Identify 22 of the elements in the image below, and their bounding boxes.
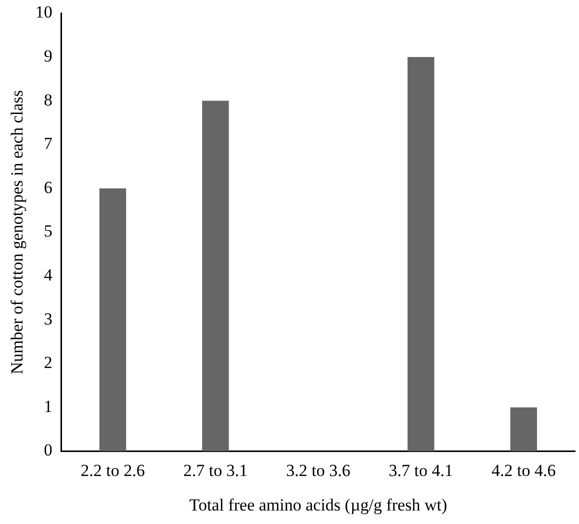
y-tick-label: 7 [44, 134, 53, 154]
y-tick-label: 1 [44, 396, 52, 416]
x-axis-title: Total free amino acids (µg/g fresh wt) [189, 495, 448, 514]
y-tick-label: 5 [44, 222, 52, 241]
y-tick-label: 10 [35, 2, 52, 22]
y-axis-title: Number of cotton genotypes in each class [8, 90, 27, 374]
y-tick-label: 0 [44, 440, 52, 460]
x-tick-label: 4.2 to 4.6 [492, 460, 556, 480]
y-tick-label: 4 [44, 265, 53, 284]
x-tick-label: 2.7 to 3.1 [183, 460, 248, 480]
y-tick-label: 2 [44, 353, 52, 372]
y-tick-label: 8 [44, 90, 52, 110]
bar [510, 407, 537, 452]
y-tick-label: 6 [44, 178, 52, 197]
y-tick-label: 3 [44, 309, 52, 328]
bar [99, 188, 126, 452]
bar [408, 57, 434, 452]
x-tick-label: 3.2 to 3.6 [286, 460, 350, 480]
bar [202, 100, 229, 452]
x-tick-label: 3.7 to 4.1 [388, 460, 454, 480]
y-tick-label: 9 [44, 46, 52, 66]
x-tick-label: 2.2 to 2.6 [80, 460, 145, 480]
